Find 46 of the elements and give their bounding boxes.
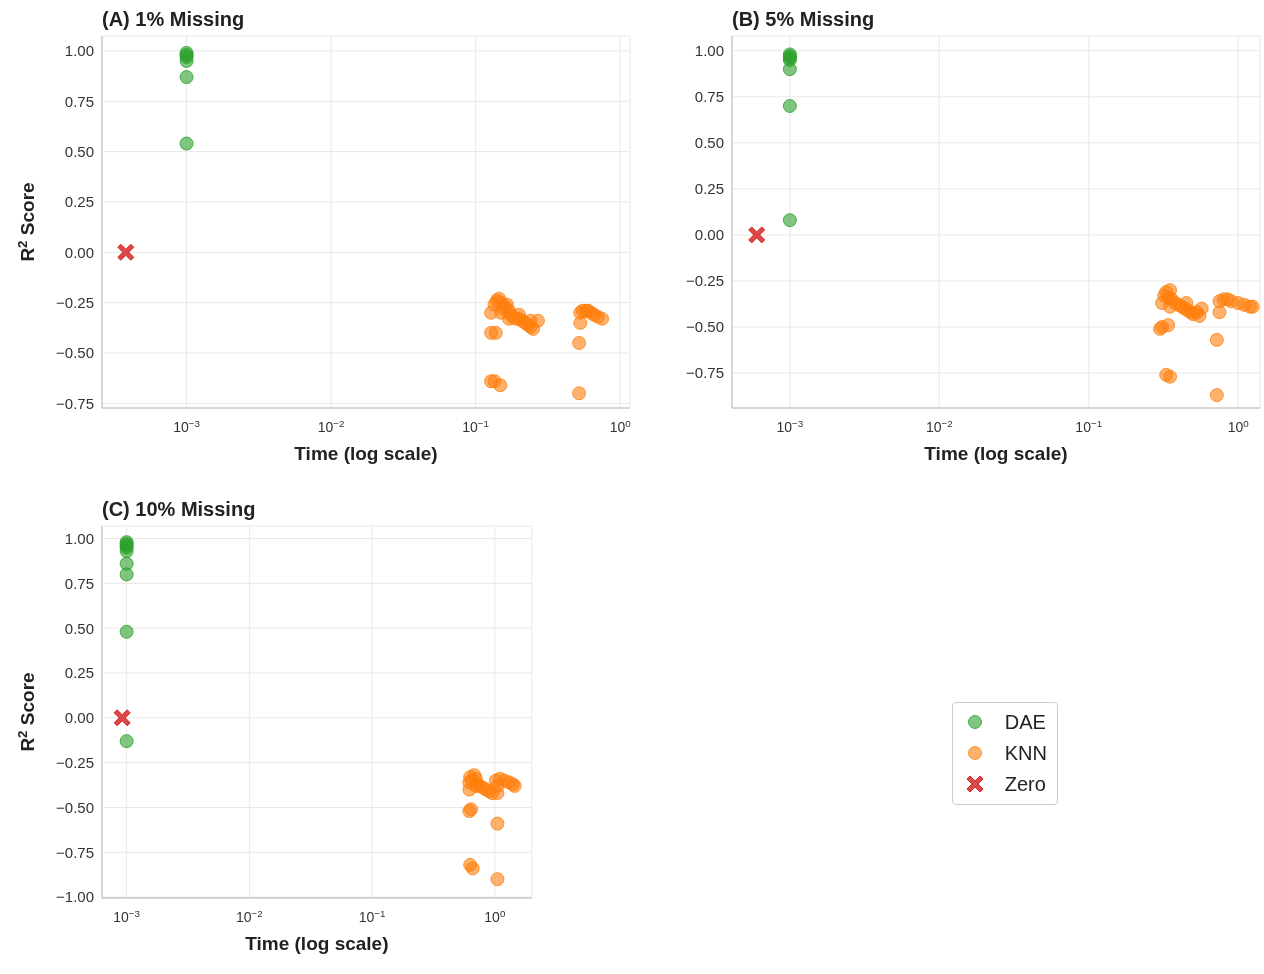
y-tick-label: 0.00 <box>694 226 724 244</box>
y-tick-label: −0.25 <box>56 753 94 771</box>
x-axis-title: Time (log scale) <box>924 443 1068 464</box>
y-tick-label: −1.00 <box>56 888 94 906</box>
y-tick-label: −0.75 <box>56 843 94 861</box>
x-tick-label: 10$^{−1}$ <box>462 417 489 435</box>
y-tick-label: −0.25 <box>686 272 724 290</box>
x-tick-label: 10$^{−2}$ <box>317 417 345 435</box>
x-axis-title: Time (log scale) <box>245 933 389 954</box>
x-tick-label: 10$^{0}$ <box>609 417 632 435</box>
x-tick-label: 10$^{−3}$ <box>173 417 201 435</box>
y-tick-label: −0.75 <box>686 364 724 382</box>
chart-title: (C) 10% Missing <box>102 498 256 521</box>
legend-label: DAE <box>1004 710 1046 734</box>
y-tick-label: 0.00 <box>64 709 94 727</box>
y-tick-label: 0.50 <box>694 134 724 152</box>
x-tick-label: 10$^{−3}$ <box>776 417 804 435</box>
chart-title: (A) 1% Missing <box>102 8 245 31</box>
y-tick-label: −0.25 <box>56 293 94 311</box>
chart-title: (B) 5% Missing <box>732 8 875 31</box>
y-tick-label: 0.25 <box>64 664 94 682</box>
y-tick-label: 1.00 <box>64 529 94 547</box>
y-tick-label: 0.25 <box>64 193 94 211</box>
y-tick-label: 1.00 <box>64 42 94 60</box>
x-tick-label: 10$^{−2}$ <box>235 907 263 925</box>
y-tick-label: 0.50 <box>64 619 94 637</box>
y-tick-label: 0.75 <box>64 92 94 110</box>
y-tick-label: 0.75 <box>64 574 94 592</box>
y-tick-label: −0.50 <box>686 318 724 336</box>
legend-label: KNN <box>1004 741 1047 765</box>
legend-label: Zero <box>1004 772 1046 796</box>
x-tick-label: 10$^{−1}$ <box>358 907 386 925</box>
y-tick-label: 0.25 <box>694 180 724 198</box>
y-tick-label: −0.50 <box>56 798 94 816</box>
y-tick-label: −0.75 <box>56 394 94 412</box>
y-tick-label: 1.00 <box>694 42 724 60</box>
x-tick-label: 10$^{−1}$ <box>1075 417 1103 435</box>
y-tick-label: −0.50 <box>56 344 94 362</box>
x-tick-label: 10$^{−3}$ <box>113 907 141 925</box>
x-tick-label: 10$^{−2}$ <box>925 417 953 435</box>
y-tick-label: 0.00 <box>64 243 94 261</box>
y-tick-label: 0.50 <box>64 142 94 160</box>
x-axis-title: Time (log scale) <box>294 443 438 464</box>
x-tick-label: 10$^{0}$ <box>484 907 506 925</box>
x-tick-label: 10$^{0}$ <box>1227 417 1250 435</box>
y-tick-label: 0.75 <box>694 88 724 106</box>
